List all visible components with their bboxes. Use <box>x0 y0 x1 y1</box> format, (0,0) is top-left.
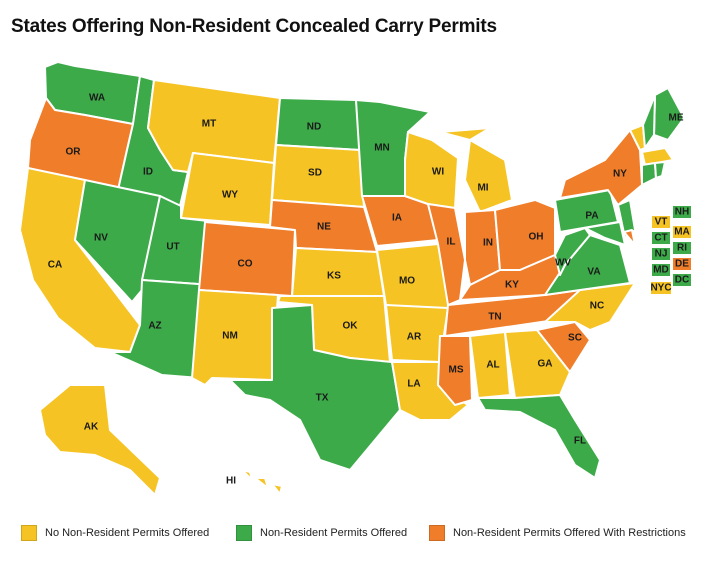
small-state-box-md <box>652 264 670 276</box>
small-state-box-ma <box>673 226 691 238</box>
state-label-mo: MO <box>399 276 415 287</box>
small-state-label-ri: RI <box>677 243 687 254</box>
state-label-ut: UT <box>166 242 179 253</box>
state-fl <box>477 394 601 479</box>
state-wv <box>554 227 591 276</box>
small-state-label-md: MD <box>653 265 669 276</box>
state-label-ny: NY <box>613 169 627 180</box>
state-label-ak: AK <box>84 422 99 433</box>
state-label-nm: NM <box>222 331 238 342</box>
small-state-label-nh: NH <box>675 207 689 218</box>
state-label-mn: MN <box>374 143 390 154</box>
legend-label-restricted: Non-Resident Permits Offered With Restri… <box>453 527 686 539</box>
state-label-al: AL <box>486 360 499 371</box>
small-state-box-nyc <box>651 282 671 294</box>
state-label-az: AZ <box>148 321 161 332</box>
state-label-mi: MI <box>477 183 488 194</box>
state-label-ky: KY <box>505 280 519 291</box>
state-label-il: IL <box>447 237 456 248</box>
state-label-tx: TX <box>316 393 329 404</box>
state-label-ms: MS <box>449 365 464 376</box>
small-state-label-nyc: NYC <box>650 283 671 294</box>
state-label-wy: WY <box>222 190 238 201</box>
small-state-box-vt <box>652 216 670 228</box>
small-state-box-de <box>673 258 691 270</box>
map-title: States Offering Non-Resident Concealed C… <box>11 16 497 37</box>
small-state-box-dc <box>673 274 691 286</box>
state-ak <box>39 384 161 496</box>
state-label-or: OR <box>66 147 82 158</box>
legend-swatch-none <box>21 525 37 541</box>
small-state-box-ct <box>652 232 670 244</box>
state-ga <box>504 329 571 399</box>
state-label-ok: OK <box>343 321 359 332</box>
state-tx <box>229 304 401 471</box>
state-label-fl: FL <box>574 436 586 447</box>
legend-label-none: No Non-Resident Permits Offered <box>45 527 210 539</box>
state-label-nc: NC <box>590 301 604 312</box>
state-label-pa: PA <box>585 211 598 222</box>
state-de <box>623 229 636 246</box>
small-state-box-nh <box>673 206 691 218</box>
small-state-label-de: DE <box>675 259 689 270</box>
small-state-label-vt: VT <box>655 217 668 228</box>
small-state-label-dc: DC <box>675 275 689 286</box>
state-label-in: IN <box>483 238 493 249</box>
small-state-label-ma: MA <box>674 227 690 238</box>
small-state-box-ri <box>673 242 691 254</box>
state-label-nd: ND <box>307 122 321 133</box>
state-label-wa: WA <box>89 93 105 104</box>
legend-item-none: No Non-Resident Permits Offered <box>21 524 209 542</box>
state-label-ar: AR <box>407 332 422 343</box>
state-label-hi: HI <box>226 476 236 487</box>
state-mi <box>439 127 513 213</box>
small-state-label-ct: CT <box>654 233 667 244</box>
state-label-ia: IA <box>392 213 402 224</box>
state-label-ne: NE <box>317 222 331 233</box>
state-ma <box>641 147 674 166</box>
legend-item-restricted: Non-Resident Permits Offered With Restri… <box>429 524 686 542</box>
small-state-label-nj: NJ <box>655 249 668 260</box>
state-label-tn: TN <box>488 312 501 323</box>
state-label-ca: CA <box>48 260 62 271</box>
state-label-va: VA <box>587 267 600 278</box>
state-hi <box>241 469 283 495</box>
state-ct <box>641 162 657 186</box>
state-nh <box>642 94 656 149</box>
state-label-co: CO <box>238 259 253 270</box>
state-nm <box>191 289 279 386</box>
state-label-me: ME <box>669 113 684 124</box>
state-md <box>584 221 626 246</box>
state-ri <box>654 161 666 179</box>
small-state-box-nj <box>652 248 670 260</box>
state-label-ga: GA <box>538 359 553 370</box>
state-label-wv: WV <box>555 258 571 269</box>
state-label-nv: NV <box>94 233 108 244</box>
state-al <box>469 331 511 399</box>
us-map: WA OR CA ID NV MT WY UT AZ CO NM ND SD NE KS OK TX MN IA MO… <box>19 61 691 496</box>
state-label-la: LA <box>407 379 420 390</box>
state-nv <box>74 179 161 303</box>
state-label-id: ID <box>143 167 153 178</box>
legend-item-offered: Non-Resident Permits Offered <box>236 524 407 542</box>
state-label-ks: KS <box>327 271 341 282</box>
legend-swatch-offered <box>236 525 252 541</box>
state-label-oh: OH <box>529 232 544 243</box>
state-ms <box>437 335 473 406</box>
state-sc <box>536 321 591 373</box>
state-label-sd: SD <box>308 168 322 179</box>
legend-label-offered: Non-Resident Permits Offered <box>260 527 408 539</box>
legend-swatch-restricted <box>429 525 445 541</box>
state-label-mt: MT <box>202 119 216 130</box>
state-label-wi: WI <box>432 167 444 178</box>
state-nj <box>617 199 636 239</box>
state-label-sc: SC <box>568 333 582 344</box>
